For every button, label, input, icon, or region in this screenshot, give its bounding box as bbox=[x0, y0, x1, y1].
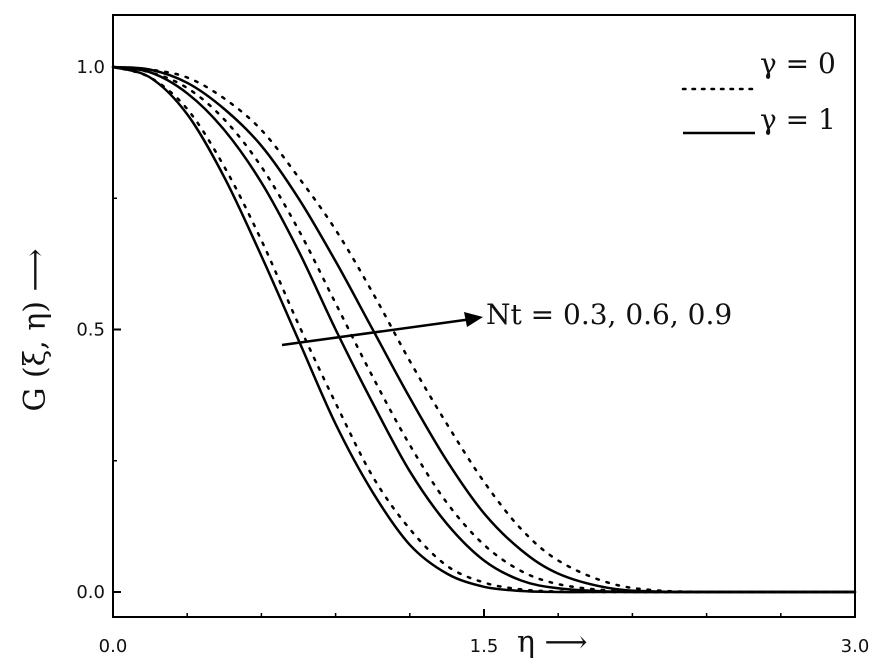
y-tick-label: 0.5 bbox=[76, 320, 105, 341]
y-axis-title: G (ξ, η) ⟶ bbox=[18, 248, 53, 411]
annotation-arrow-shaft bbox=[281, 317, 473, 347]
x-axis-title: η ⟶ bbox=[517, 625, 588, 660]
plot-frame bbox=[112, 14, 856, 618]
y-tick-label: 0.0 bbox=[76, 582, 105, 603]
legend-label-dotted: γ = 0 bbox=[760, 47, 836, 80]
annotation-arrowhead bbox=[464, 312, 483, 327]
x-tick-label: 0.0 bbox=[99, 636, 128, 657]
x-tick-label: 3.0 bbox=[841, 636, 870, 657]
tick-group: 0.0 1.5 3.0 0.0 0.5 1.0 bbox=[76, 57, 869, 657]
annotation-label: Nt = 0.3, 0.6, 0.9 bbox=[486, 298, 732, 331]
series-line-solid-nt-0_9 bbox=[112, 65, 856, 594]
x-tick-label: 1.5 bbox=[470, 636, 499, 657]
legend-label-solid: γ = 1 bbox=[760, 103, 836, 136]
legend: γ = 0 γ = 1 bbox=[681, 47, 836, 136]
nt-annotation: Nt = 0.3, 0.6, 0.9 bbox=[281, 298, 732, 347]
y-tick-label: 1.0 bbox=[76, 57, 105, 78]
series-group bbox=[111, 65, 857, 594]
